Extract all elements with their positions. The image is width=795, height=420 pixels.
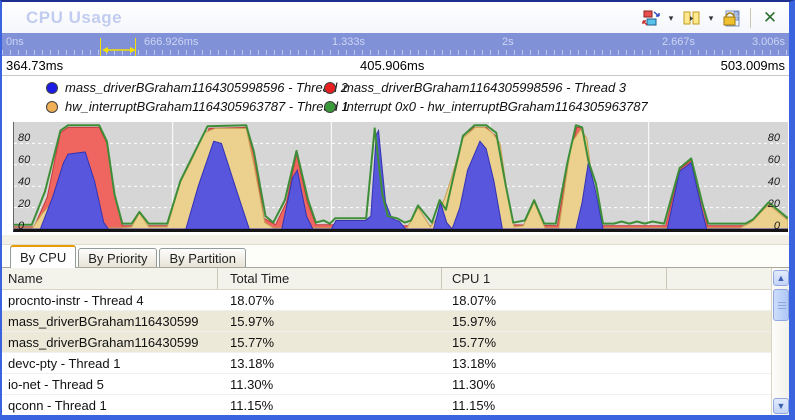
linked-views-icon[interactable] <box>640 7 662 29</box>
legend-item-label: hw_interruptBGraham1164305963787 - Threa… <box>65 99 349 114</box>
ruler-label: 1.333s <box>332 36 366 48</box>
swap-panes-icon[interactable] <box>680 7 702 29</box>
scroll-up-icon[interactable]: ▲ <box>773 270 789 286</box>
cell-empty <box>667 311 771 331</box>
cell-total[interactable]: 15.77% <box>230 334 275 350</box>
y-axis-tick-label: 0 <box>773 220 780 232</box>
series-color-dot <box>324 81 336 94</box>
ruler-tick-marks <box>2 50 789 55</box>
table-header-row: Name Total Time CPU 1 <box>2 268 789 290</box>
table-body: procnto-instr - Thread 4 18.07% 18.07% m… <box>2 290 771 415</box>
legend-item-label: mass_driverBGraham1164305998596 - Thread… <box>343 80 627 95</box>
legend-item-label: Interrupt 0x0 - hw_interruptBGraham11643… <box>343 99 648 114</box>
tab-by-partition[interactable]: By Partition <box>159 248 246 268</box>
tab-by-priority[interactable]: By Priority <box>78 248 158 268</box>
cell-total[interactable]: 18.07% <box>230 292 275 308</box>
ruler-label: 3.006s <box>751 36 785 48</box>
scroll-down-icon[interactable]: ▼ <box>773 398 789 414</box>
y-axis-tick-label: 20 <box>767 198 780 210</box>
legend-item: mass_driverBGraham1164305998596 - Thread… <box>324 80 626 95</box>
selection-current-time: 405.906ms <box>360 58 425 73</box>
y-axis-tick-label: 80 <box>767 132 780 144</box>
time-selection-handle[interactable] <box>100 38 136 56</box>
cell-cpu1[interactable]: 18.07% <box>452 292 497 308</box>
cell-name[interactable]: qconn - Thread 1 <box>8 397 107 413</box>
vertical-scrollbar[interactable]: ▲ ▼ <box>771 268 789 415</box>
legend-item-label: mass_driverBGraham1164305998596 - Thread… <box>65 80 349 95</box>
cell-empty <box>667 290 771 310</box>
series-color-dot <box>46 81 58 94</box>
cell-empty <box>667 353 771 373</box>
toolbar: ▾ ▾ ✕ <box>640 5 781 31</box>
table-row[interactable]: qconn - Thread 1 11.15% 11.15% <box>2 395 771 415</box>
y-axis-tick-label: 60 <box>18 154 31 166</box>
cell-name[interactable]: devc-pty - Thread 1 <box>8 355 121 371</box>
column-header-name[interactable]: Name <box>2 268 218 289</box>
cell-cpu1[interactable]: 15.97% <box>452 313 497 329</box>
time-readout-bar: 364.73ms 405.906ms 503.009ms <box>2 56 789 76</box>
tab-bar: By CPU By Priority By Partition <box>2 245 789 268</box>
cell-empty <box>667 332 771 352</box>
close-icon[interactable]: ✕ <box>762 8 778 27</box>
timeline-ruler[interactable]: 0ns 666.926ms 1.333s 2s 2.667s 3.006s <box>2 33 789 56</box>
cell-total[interactable]: 13.18% <box>230 355 275 371</box>
y-axis-tick-label: 20 <box>18 198 31 210</box>
chart-legend: mass_driverBGraham1164305998596 - Thread… <box>2 76 789 122</box>
y-axis-tick-label: 40 <box>767 176 780 188</box>
y-axis-tick-label: 80 <box>18 132 31 144</box>
cell-name[interactable]: mass_driverBGraham116430599 <box>8 334 199 350</box>
cell-total[interactable]: 15.97% <box>230 313 275 329</box>
cell-cpu1[interactable]: 13.18% <box>452 355 497 371</box>
cell-cpu1[interactable]: 11.30% <box>452 376 496 392</box>
selection-start-time: 364.73ms <box>6 58 64 73</box>
cell-total[interactable]: 11.15% <box>230 397 274 413</box>
title-bar: CPU Usage ▾ ▾ <box>2 2 789 33</box>
toolbar-separator <box>750 8 751 28</box>
cell-name[interactable]: mass_driverBGraham116430599 <box>8 313 199 329</box>
cell-name[interactable]: procnto-instr - Thread 4 <box>8 292 144 308</box>
series-color-dot <box>46 100 58 113</box>
table-row[interactable]: io-net - Thread 5 11.30% 11.30% <box>2 374 771 395</box>
y-axis-tick-label: 40 <box>18 176 31 188</box>
tab-by-cpu[interactable]: By CPU <box>10 245 77 268</box>
column-header-cpu-1[interactable]: CPU 1 <box>442 268 667 289</box>
ruler-label: 2.667s <box>662 36 696 48</box>
cell-empty <box>667 374 771 394</box>
table-row[interactable]: mass_driverBGraham116430599 15.97% 15.97… <box>2 311 771 332</box>
y-axis-tick-label: 60 <box>767 154 780 166</box>
cell-total[interactable]: 11.30% <box>230 376 274 392</box>
table-row[interactable]: procnto-instr - Thread 4 18.07% 18.07% <box>2 290 771 311</box>
table-row[interactable]: mass_driverBGraham116430599 15.77% 15.77… <box>2 332 771 353</box>
legend-item: Interrupt 0x0 - hw_interruptBGraham11643… <box>324 99 648 114</box>
ruler-label: 2s <box>502 36 514 48</box>
series-color-dot <box>324 100 336 113</box>
table-row[interactable]: devc-pty - Thread 1 13.18% 13.18% <box>2 353 771 374</box>
cell-name[interactable]: io-net - Thread 5 <box>8 376 104 392</box>
ruler-label: 0ns <box>6 36 24 48</box>
scrollbar-thumb[interactable] <box>773 289 789 321</box>
selection-end-time: 503.009ms <box>720 58 785 73</box>
y-axis-tick-label: 0 <box>18 220 25 232</box>
cell-cpu1[interactable]: 15.77% <box>452 334 497 350</box>
cell-empty <box>667 395 771 415</box>
cpu-usage-table: Name Total Time CPU 1 procnto-instr - Th… <box>2 268 789 415</box>
chevron-down-icon[interactable]: ▾ <box>708 12 714 23</box>
ruler-label: 666.926ms <box>144 36 199 48</box>
lock-layout-icon[interactable] <box>720 7 742 29</box>
legend-item: hw_interruptBGraham1164305963787 - Threa… <box>46 99 349 114</box>
cell-cpu1[interactable]: 11.15% <box>452 397 496 413</box>
column-header-total-time[interactable]: Total Time <box>218 268 442 289</box>
cpu-usage-chart: 80 60 40 20 0 80 60 40 20 0 <box>2 122 789 235</box>
usage-chart-svg[interactable] <box>14 122 788 229</box>
chevron-down-icon[interactable]: ▾ <box>668 12 674 23</box>
legend-item: mass_driverBGraham1164305998596 - Thread… <box>46 80 348 95</box>
chart-plot-area[interactable]: 80 60 40 20 0 80 60 40 20 0 <box>13 122 788 232</box>
divider-strip <box>2 235 789 245</box>
page-title: CPU Usage <box>26 8 123 27</box>
